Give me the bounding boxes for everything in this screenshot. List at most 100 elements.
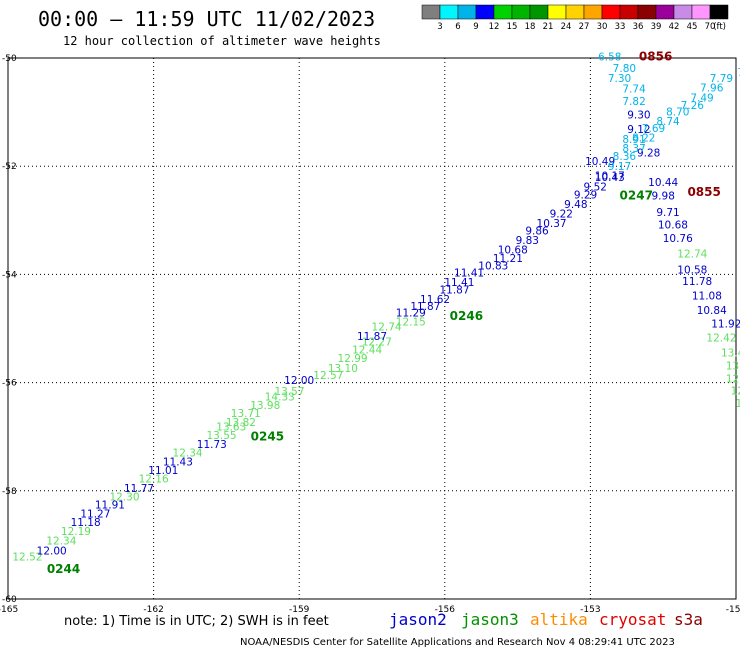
y-tick-label: -60 [2, 595, 17, 605]
swh-value: 9.86 [525, 225, 549, 237]
swh-value: 13.55 [207, 430, 237, 442]
swh-value: 9.17 [608, 161, 631, 173]
pass-time-label: 0855 [687, 185, 720, 199]
swh-value: 12.44 [352, 344, 382, 356]
x-tick-label: -165 [0, 605, 18, 615]
swh-value: 7.26 [681, 100, 705, 112]
colorbar-swatch [637, 4, 657, 20]
colorbar-label: 24 [561, 22, 572, 32]
swh-value: 11.77 [124, 483, 154, 495]
swh-value: 7.30 [608, 73, 631, 85]
y-tick-label: -50 [2, 54, 17, 64]
x-tick-label: -159 [289, 605, 310, 615]
pass-time-label: 0856 [639, 50, 672, 64]
y-tick-label: -56 [2, 379, 17, 389]
colorbar-label: 30 [597, 22, 608, 32]
time-labels: 0244024502460247085608550 [47, 50, 721, 576]
swh-value: 10.44 [648, 177, 678, 189]
y-tick-label: -52 [2, 162, 17, 172]
plot-area: -165 -162 -159 -156 -153 -150 -50 -52 -54 -56 -58 -… [0, 50, 740, 615]
pass-time-label: 0244 [47, 562, 80, 576]
swh-value: 10.68 [498, 244, 528, 256]
swh-value: 11.62 [420, 294, 450, 306]
swh-value: 11.78 [682, 276, 712, 288]
swh-value: 12.99 [338, 353, 368, 365]
swh-value: 10.68 [658, 219, 688, 231]
note-text: note: 1) Time is in UTC; 2) SWH is in fe… [64, 614, 329, 629]
colorbar-label: 15 [507, 22, 518, 32]
x-tick-label: -156 [435, 605, 456, 615]
x-tick-label: -153 [580, 605, 600, 615]
swh-value: 8.37 [622, 143, 645, 155]
colorbar-swatch [529, 4, 549, 20]
colorbar-swatch [421, 4, 441, 20]
swh-value: 10.17 [595, 171, 625, 183]
swh-value: 13.57 [274, 386, 304, 398]
colorbar-label: 12 [489, 22, 500, 32]
axis-ticks: -165 -162 -159 -156 -153 -150 -50 -52 -54 -56 -58 -… [0, 54, 740, 615]
swh-value: 11.41 [454, 268, 484, 280]
swh-value: 11.41 [444, 277, 474, 289]
swh-value: 12.19 [61, 526, 91, 538]
colorbar-swatch [511, 4, 531, 20]
swh-value: 9.83 [516, 235, 539, 247]
swh-value: 9.52 [584, 182, 607, 194]
footer-credit: NOAA/NESDIS Center for Satellite Applica… [240, 637, 675, 648]
swh-value: 11.01 [148, 465, 178, 477]
swh-value: 11.08 [692, 290, 722, 302]
swh-value: 7.74 [622, 84, 646, 96]
swh-value: 11.18 [71, 517, 101, 529]
colorbar-label: 33 [615, 22, 626, 32]
swh-value: 12.57 [313, 370, 343, 382]
swh-value: 7.69 [642, 123, 665, 135]
swh-value: 7.96 [700, 83, 724, 95]
swh-value: 12.85 [726, 374, 740, 386]
swh-value: 10.58 [677, 264, 707, 276]
swh-value: 12.27 [362, 336, 392, 348]
colorbar-label: 39 [651, 22, 662, 32]
swh-value: 8.22 [632, 132, 655, 144]
swh-value: 11.87 [410, 301, 440, 313]
satellite-legend: jason2 jason3 altika cryosat s3a [389, 610, 703, 629]
swh-value: 8.74 [656, 116, 680, 128]
wave-height-colorbar: 3 6 9 12 15 18 21 24 27 30 33 36 39 42 45 70(ft) [421, 4, 729, 32]
satellite-legend-entry: cryosat [599, 610, 666, 629]
swh-value: 11.92 [711, 318, 740, 330]
swh-value: 12.12 [736, 398, 740, 410]
colorbar-label: 6 [455, 22, 460, 32]
swh-value: 8.91 [622, 134, 645, 146]
colorbar-swatch [457, 4, 477, 20]
satellite-legend-entry: jason2 [389, 610, 447, 629]
swh-value: 12.52 [12, 552, 42, 564]
colorbar-swatch [583, 4, 603, 20]
swh-value: 13.10 [328, 363, 358, 375]
colorbar-label: 42 [669, 22, 680, 32]
swh-value: 12.00 [284, 375, 314, 387]
swh-value: 9.48 [564, 199, 587, 211]
swh-value: 11.43 [163, 456, 193, 468]
swh-value: 11.21 [493, 253, 523, 265]
pass-time-label: 0245 [251, 429, 284, 443]
swh-value: 9.29 [574, 190, 597, 202]
swh-value: 12.34 [46, 535, 76, 547]
chart-subtitle: 12 hour collection of altimeter wave hei… [63, 34, 381, 48]
swh-value: 9.12 [627, 124, 650, 136]
colorbar-unit: (ft) [713, 22, 726, 32]
colorbar-swatch [709, 4, 729, 20]
swh-value: 11.73 [197, 439, 227, 451]
swh-value: 10.49 [585, 156, 615, 168]
swh-value: 7.49 [690, 92, 713, 104]
colorbar-swatch [565, 4, 585, 20]
swh-value: 7.6 [737, 67, 740, 79]
swh-value: 12.74 [677, 249, 707, 261]
colorbar-label: 9 [473, 22, 478, 32]
colorbar-swatch [439, 4, 459, 20]
swh-value: 8.36 [613, 151, 637, 163]
swh-value: 13.98 [250, 400, 280, 412]
colorbar-label: 27 [579, 22, 590, 32]
y-tick-label: -58 [2, 487, 17, 497]
swh-value: 9.71 [656, 207, 679, 219]
swh-value: 11.27 [80, 508, 110, 520]
pass-time-label: 0246 [450, 309, 483, 323]
